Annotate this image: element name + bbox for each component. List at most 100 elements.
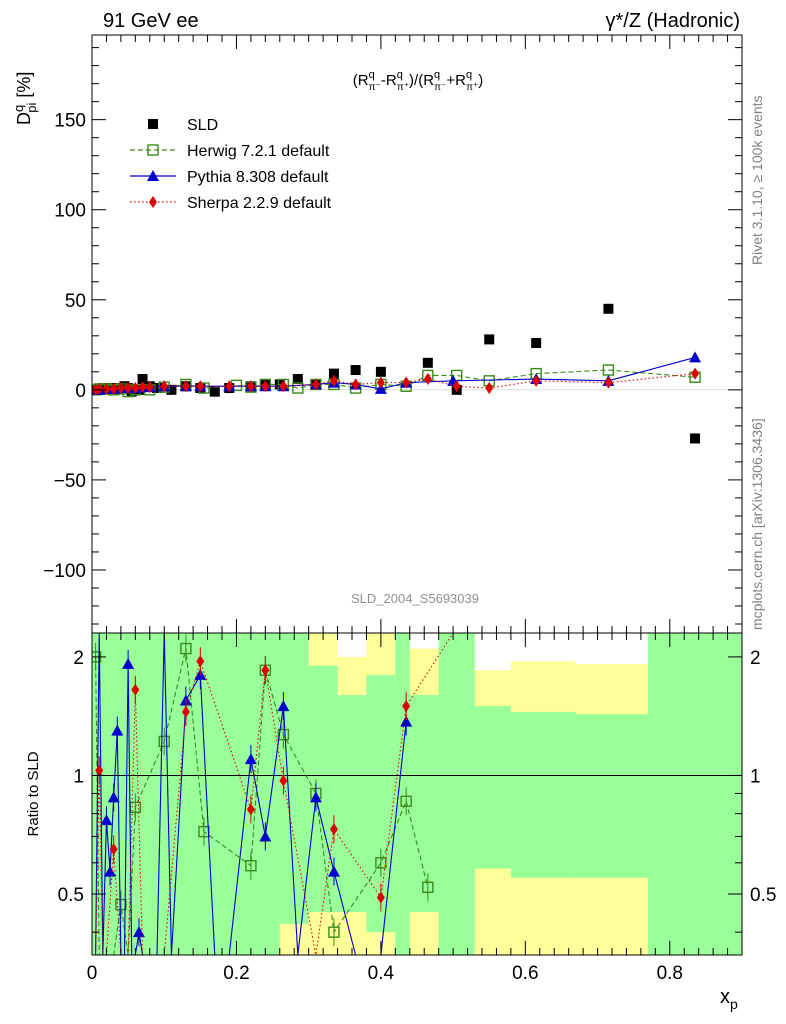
pythia-point: [147, 170, 159, 181]
x-tick-label: 0.2: [223, 963, 249, 984]
band-1sigma: [92, 633, 100, 955]
side-label-top: Rivet 3.1.10, ≥ 100k events: [749, 95, 765, 265]
x-tick-label: 0.8: [657, 963, 683, 984]
sld-point: [375, 366, 386, 377]
sherpa-point: [485, 382, 494, 395]
sherpa-point: [145, 381, 154, 394]
sld-point: [350, 365, 361, 376]
ratio-y-tick-label: 0.5: [58, 885, 84, 906]
side-label-bottom: mcplots.cern.ch [arXiv:1306.3436]: [749, 418, 765, 630]
sherpa-point: [532, 374, 541, 387]
herwig-point: [375, 857, 387, 869]
sherpa-point: [423, 373, 432, 386]
x-tick-label: 0: [87, 963, 98, 984]
sherpa-point: [102, 382, 111, 395]
sherpa-point: [138, 381, 147, 394]
herwig-point: [180, 642, 192, 655]
sherpa-point: [279, 774, 288, 787]
sherpa-point: [279, 380, 288, 393]
herwig-point: [328, 926, 340, 938]
sherpa-point: [329, 374, 338, 387]
sld-point: [137, 374, 148, 385]
sherpa-point: [329, 823, 338, 836]
pythia-point: [689, 351, 702, 363]
sherpa-point: [109, 843, 118, 856]
main-axes: −100 −50 0 50 100 150: [43, 34, 743, 634]
pythia-point: [122, 657, 135, 669]
sherpa-point: [376, 376, 385, 389]
x-tick-label: 0.4: [368, 963, 395, 984]
y-tick-label: −50: [54, 471, 86, 492]
legend-label: Pythia 8.308 default: [187, 169, 329, 186]
sld-point: [328, 368, 339, 379]
ratio-series-sherpa: [95, 633, 454, 955]
sherpa-point: [131, 683, 140, 696]
band-1sigma: [648, 633, 742, 955]
band-1sigma: [236, 633, 280, 955]
herwig-point: [245, 859, 257, 872]
ratio-y-tick-label: 1: [73, 766, 84, 787]
band-1sigma: [395, 633, 410, 955]
x-axis-label: xp: [720, 986, 738, 1012]
band-1sigma: [474, 706, 511, 869]
sherpa-point: [181, 705, 190, 718]
sherpa-point: [181, 380, 190, 393]
pythia-point: [100, 814, 113, 826]
chart-title: (Rq π⁻-Rq π⁺)/(Rq π⁻+Rq π⁺): [353, 69, 484, 93]
sherpa-point: [131, 382, 140, 395]
sld-point: [422, 357, 433, 368]
y-tick-label: 100: [54, 201, 86, 222]
herwig-point: [292, 382, 304, 394]
sherpa-point: [95, 382, 104, 395]
sherpa-point: [261, 380, 270, 393]
sherpa-point: [261, 664, 270, 677]
pythia-point: [277, 700, 290, 712]
band-1sigma: [409, 695, 439, 913]
sherpa-point: [376, 891, 385, 904]
pythia-point: [327, 865, 340, 877]
sld-point: [484, 334, 495, 345]
sherpa-point: [124, 382, 133, 395]
sld-point: [531, 338, 542, 349]
sld-point: [603, 303, 614, 314]
sherpa-point: [246, 803, 255, 816]
band-1sigma: [337, 695, 367, 913]
sherpa-point: [402, 376, 411, 389]
legend-label: Sherpa 2.2.9 default: [187, 195, 332, 212]
ratio-y-label: Ratio to SLD: [25, 751, 42, 836]
sherpa-point: [196, 380, 205, 393]
pythia-point: [107, 791, 120, 803]
sherpa-point: [311, 378, 320, 391]
sherpa-point: [351, 378, 360, 391]
ratio-y-tick-label: 1: [750, 766, 761, 787]
ratio-panel: 0.5 0.5 1 1 2 2 0 0.2 0.4 0.6 0.8 Ratio to SLD xp: [25, 632, 776, 1012]
herwig-point: [158, 735, 170, 748]
legend-label: SLD: [187, 117, 218, 134]
y-tick-label: 150: [54, 111, 86, 132]
ratio-frame: [91, 632, 743, 956]
y-tick-label: −100: [43, 561, 86, 582]
series-sld: [92, 303, 701, 444]
ratio-y-tick-label: 0.5: [750, 885, 776, 906]
sld-point: [292, 374, 303, 385]
herwig-point: [115, 898, 127, 911]
ratio-y-tick-label: 2: [750, 648, 761, 669]
pythia-point: [111, 724, 124, 736]
herwig-point: [147, 144, 159, 156]
pythia-point: [309, 791, 322, 803]
legend-label: Herwig 7.2.1 default: [187, 143, 330, 160]
y-tick-label: 50: [65, 291, 86, 312]
sherpa-point: [246, 380, 255, 393]
ratio-y-tick-label: 2: [73, 648, 84, 669]
herwig-point: [277, 728, 290, 741]
sherpa-point: [149, 196, 157, 208]
pythia-point: [132, 926, 145, 938]
pythia-point: [259, 830, 272, 842]
pythia-point: [244, 753, 257, 765]
sherpa-point: [116, 382, 125, 395]
sherpa-point: [452, 380, 461, 393]
sherpa-point: [109, 382, 118, 395]
herwig-point: [422, 881, 434, 893]
sherpa-point: [160, 380, 169, 393]
